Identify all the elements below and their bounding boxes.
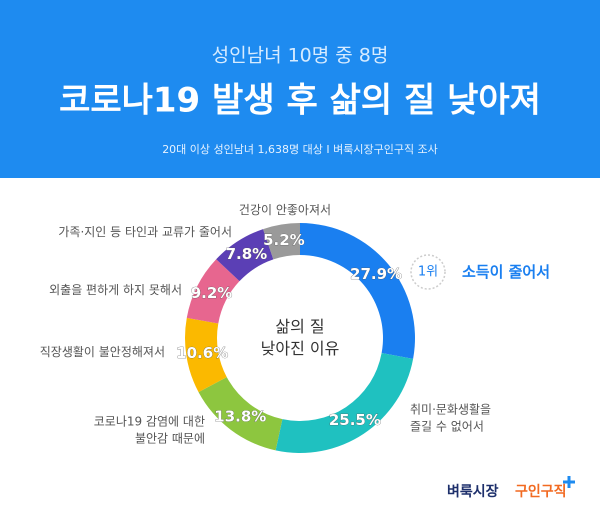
value-label: 25.5% [329, 411, 381, 429]
category-label: 직장생활이 불안정해져서 [40, 345, 165, 359]
subtitle: 성인남녀 10명 중 8명 [212, 45, 389, 67]
brand-name: 벼룩시장 [447, 483, 499, 500]
donut-segment [184, 317, 227, 393]
category-label: 소득이 줄어서 [462, 263, 550, 281]
category-label: 가족·지인 등 타인과 교류가 줄어서 [58, 225, 232, 239]
category-label: 외출을 편하게 하지 못해서 [49, 283, 182, 297]
value-label: 27.9% [350, 265, 402, 283]
donut-segment [263, 223, 300, 260]
rank-badge [410, 254, 446, 290]
value-label: 9.2% [191, 284, 233, 302]
value-label: 10.6% [176, 344, 228, 362]
header-band [0, 0, 600, 178]
donut-segment [186, 259, 240, 324]
value-label: 13.8% [214, 407, 266, 425]
value-label: 7.8% [226, 245, 268, 263]
brand-service: 구인구직 [515, 483, 567, 500]
donut-segment [216, 229, 274, 282]
donut-segment [300, 223, 415, 359]
donut-segment [275, 353, 414, 453]
chart-title: 코로나19 발생 후 삶의 질 낮아져 [59, 81, 541, 121]
annotation: 1위 [418, 265, 438, 280]
source: 20대 이상 성인남녀 1,638명 대상 I 벼룩시장구인구직 조사 [162, 143, 438, 156]
brand-logo: 벼룩시장 구인구직 [447, 476, 575, 500]
value-label: 5.2% [263, 231, 305, 249]
donut-segment [198, 377, 283, 451]
category-label: 코로나19 감염에 대한 불안감 때문에 [94, 414, 205, 445]
category-label: 취미·문화생활을 즐길 수 없어서 [410, 402, 491, 433]
category-label: 건강이 안좋아져서 [239, 203, 331, 217]
brand-plus [563, 476, 575, 488]
center-label: 삶의 질 낮아진 이유 [261, 317, 340, 358]
